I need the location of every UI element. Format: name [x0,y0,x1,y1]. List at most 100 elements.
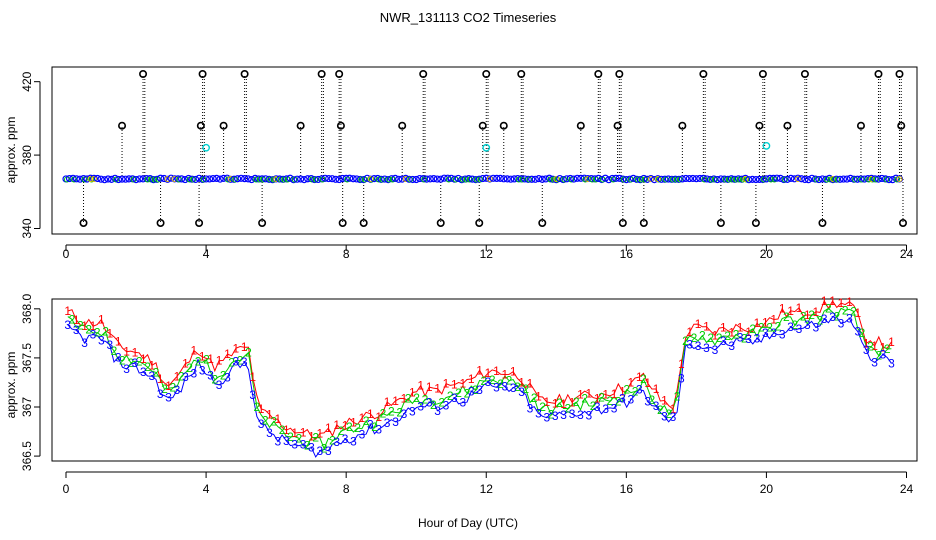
bottom-series-marker-1: 1 [148,358,155,372]
bottom-series-marker-1: 1 [199,350,206,364]
bottom-series-marker-2: 2 [472,383,479,397]
bottom-series-marker-3: 3 [123,362,130,376]
bottom-series-marker-1: 1 [501,367,508,381]
bottom-series-marker-3: 3 [342,432,349,446]
bottom-series-marker-1: 1 [812,305,819,319]
bottom-series-marker-2: 2 [548,407,555,421]
bottom-series-marker-1: 1 [644,376,651,390]
bottom-series-marker-2: 2 [800,309,807,323]
bottom-series-marker-3: 3 [266,426,273,440]
top-point-cyan [762,142,771,150]
bottom-series-marker-3: 3 [451,391,458,405]
top-point-blue [248,175,256,184]
top-point-blue [752,175,760,184]
bottom-series-marker-3: 3 [686,338,693,352]
bottom-series-marker-2: 2 [833,310,840,324]
bottom-series-marker-1: 1 [342,418,349,432]
top-point-blue [300,176,308,184]
bottom-series-marker-3: 3 [115,350,122,364]
top-outlier-point [338,218,347,227]
bottom-series-marker-1: 1 [661,393,668,407]
bottom-series-marker-3: 3 [720,334,727,348]
bottom-series-marker-1: 1 [451,378,458,392]
bottom-series-marker-1: 1 [258,402,265,416]
bottom-series-marker-3: 3 [249,388,256,402]
top-point-blue [195,174,203,182]
bottom-series-marker-1: 1 [670,402,677,416]
bottom-series-marker-1: 1 [770,313,777,327]
top-outlier-point [219,121,228,130]
bottom-series-marker-2: 2 [338,424,345,438]
top-point-blue [409,175,417,184]
bottom-series-marker-3: 3 [367,418,374,432]
top-point-blue [762,175,771,183]
bottom-series-marker-1: 1 [249,370,256,384]
bottom-series-marker-3: 3 [754,331,761,345]
top-point-blue [363,174,371,182]
bottom-series-marker-2: 2 [640,372,647,386]
bottom-series-marker-2: 2 [254,400,261,414]
bottom-series-marker-3: 3 [384,416,391,430]
bottom-series-marker-2: 2 [539,400,546,414]
bottom-series-marker-1: 1 [586,387,593,401]
top-outlier-point [359,218,368,227]
bottom-series-marker-1: 1 [888,335,895,349]
top-point-blue [773,174,781,182]
top-outlier-whiskers [83,74,904,223]
top-point-blue [689,174,697,183]
top-point-blue [205,175,214,183]
bottom-series-marker-2: 2 [430,398,437,412]
bottom-series-marker-3: 3 [392,415,399,429]
top-point-blue [682,174,690,183]
bottom-series-marker-2: 2 [859,326,866,340]
bottom-series-line-1 [67,299,892,440]
bottom-series-marker-3: 3 [586,408,593,422]
top-point-blue [191,175,200,184]
bottom-series-marker-3: 3 [476,383,483,397]
bottom-series-marker-3: 3 [560,408,567,422]
bottom-series-marker-3: 3 [375,422,382,436]
bottom-series-marker-2: 2 [346,420,353,434]
bottom-series-marker-1: 1 [157,372,164,386]
bottom-series-marker-3: 3 [98,333,105,347]
bottom-series-marker-1: 1 [216,354,223,368]
bottom-series-marker-1: 1 [476,363,483,377]
bottom-series-marker-2: 2 [220,368,227,382]
top-point-blue [118,175,126,183]
top-point-blue [304,175,312,183]
bottom-series-marker-2: 2 [766,320,773,334]
bottom-series-marker-3: 3 [510,381,517,395]
top-point-blue [237,174,245,182]
top-point-blue [685,174,693,183]
top-point-blue [107,175,116,183]
bottom-series-marker-3: 3 [703,341,710,355]
top-point-yellow [367,175,374,182]
top-point-blue [335,175,343,184]
bottom-series-marker-3: 3 [619,391,626,405]
bottom-series-marker-2: 2 [77,318,84,332]
bottom-series-marker-1: 1 [779,302,786,316]
top-x-tick-label: 4 [203,247,210,261]
top-outlier-point [755,121,764,130]
bottom-series-marker-3: 3 [157,387,164,401]
top-outlier-point [478,121,487,130]
bottom-series-marker-2: 2 [657,403,664,417]
top-point-blue [836,175,844,183]
bottom-series-marker-1: 1 [686,325,693,339]
top-point-blue [430,175,438,183]
bottom-x-tick-label: 8 [343,482,350,496]
top-outlier-point [758,70,767,79]
bottom-series-marker-2: 2 [842,303,849,317]
top-x-tick-label: 0 [63,247,70,261]
bottom-series-marker-3: 3 [485,375,492,389]
bottom-series-marker-1: 1 [594,392,601,406]
bottom-series-marker-1: 1 [434,382,441,396]
bottom-series-marker-2: 2 [195,354,202,368]
top-point-blue [339,174,347,183]
bottom-y-axis-label: approx. ppm [4,352,18,419]
top-outlier-point [475,218,484,227]
top-point-yellow [553,175,560,182]
bottom-series-marker-3: 3 [283,434,290,448]
